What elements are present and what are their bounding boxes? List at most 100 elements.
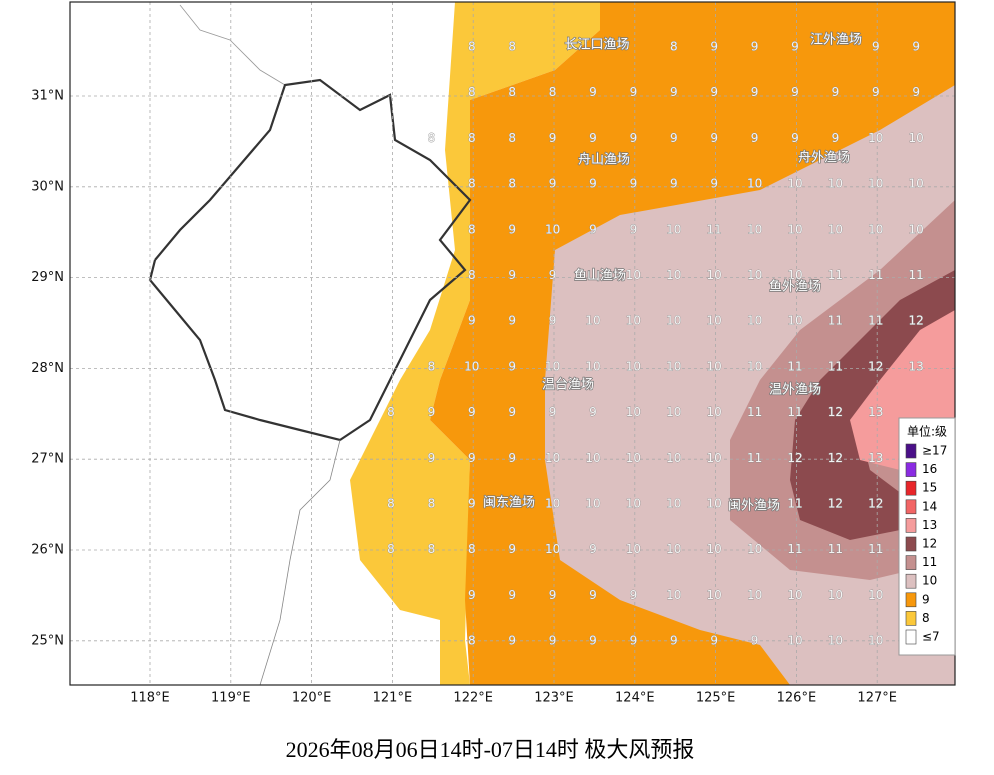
wind-value: 9	[589, 177, 597, 191]
wind-value: 10	[707, 588, 722, 602]
y-tick-label: 31°N	[31, 89, 64, 104]
wind-value: 10	[747, 177, 762, 191]
fishing-ground-label: 舟外渔场	[798, 151, 850, 166]
wind-value: 11	[787, 359, 802, 373]
wind-value: 9	[670, 177, 678, 191]
wind-value: 9	[791, 40, 799, 54]
wind-value: 9	[589, 85, 597, 99]
wind-value: 10	[585, 497, 600, 511]
wind-value: 10	[464, 359, 479, 373]
wind-value: 9	[710, 634, 718, 648]
wind-values: 8 8 8 9 9 9 9 9 8 8 8 9 9 9 9 9 9 9 9 9 8 8 8 9 9 9 9 9 9 9 9 10 10 8 8 9 9 9…	[387, 39, 924, 648]
wind-value: 9	[508, 542, 516, 556]
wind-value: 10	[545, 451, 560, 465]
wind-value: 8	[468, 634, 476, 648]
wind-value: 9	[710, 85, 718, 99]
wind-value: 11	[909, 268, 924, 282]
wind-value: 10	[626, 359, 641, 373]
x-tick-label: 119°E	[211, 691, 251, 706]
wind-value: 9	[549, 588, 557, 602]
wind-value: 10	[707, 405, 722, 419]
wind-value: 8	[508, 40, 516, 54]
wind-value: 10	[747, 268, 762, 282]
legend-label: 15	[922, 481, 937, 495]
legend-label: 14	[922, 499, 937, 513]
wind-value: 9	[872, 40, 880, 54]
legend: 单位:级 ≥17 16 15 14 13 12 11 10 9 8 ≤7	[898, 417, 956, 656]
wind-value: 8	[428, 542, 436, 556]
wind-value: 8	[387, 497, 395, 511]
legend-label: 13	[922, 518, 937, 532]
map-background	[70, 2, 955, 686]
legend-label: 16	[922, 462, 937, 476]
wind-value: 9	[508, 634, 516, 648]
wind-value: 9	[912, 85, 920, 99]
fishing-ground-label: 闽东渔场	[483, 496, 535, 511]
fishing-ground-label: 温外渔场	[769, 383, 821, 398]
wind-value: 9	[508, 314, 516, 328]
wind-value: 8	[508, 177, 516, 191]
legend-swatch	[905, 462, 917, 477]
wind-value: 10	[666, 268, 681, 282]
wind-value: 9	[630, 634, 638, 648]
wind-value: 9	[549, 405, 557, 419]
wind-value: 12	[828, 497, 843, 511]
legend-label: 11	[922, 555, 937, 569]
wind-value: 9	[791, 85, 799, 99]
fishing-ground-label: 温台渔场	[542, 378, 594, 393]
wind-value: 10	[787, 314, 802, 328]
wind-value: 10	[666, 314, 681, 328]
wind-value: 9	[751, 85, 759, 99]
map-frame	[69, 1, 956, 686]
wind-value: 9	[468, 588, 476, 602]
y-tick-label: 28°N	[31, 361, 64, 376]
map-title: 2026年08月06日14时-07日14时 极大风预报	[286, 737, 695, 762]
wind-value: 8	[387, 405, 395, 419]
wind-value: 9	[508, 405, 516, 419]
wind-value: 11	[787, 405, 802, 419]
legend-title: 单位:级	[907, 424, 947, 439]
wind-value: 10	[828, 634, 843, 648]
wind-value: 9	[589, 405, 597, 419]
legend-swatch	[905, 480, 917, 496]
legend-label: 12	[922, 537, 937, 551]
wind-value: 10	[787, 268, 802, 282]
wind-value: 9	[589, 588, 597, 602]
wind-value: 11	[828, 268, 843, 282]
x-tick-label: 124°E	[615, 691, 655, 706]
wind-value: 8	[428, 131, 436, 145]
y-tick-label: 26°N	[31, 543, 64, 558]
wind-value: 9	[710, 40, 718, 54]
x-tick-label: 125°E	[696, 691, 736, 706]
wind-value: 8	[468, 131, 476, 145]
wind-value: 13	[909, 359, 924, 373]
wind-value: 11	[787, 542, 802, 556]
legend-label: ≤7	[922, 630, 940, 644]
wind-value: 11	[747, 405, 762, 419]
wind-value: 11	[828, 542, 843, 556]
y-tick-label: 30°N	[31, 179, 64, 194]
wind-value: 9	[670, 131, 678, 145]
wind-value: 10	[828, 222, 843, 236]
wind-value: 12	[828, 405, 843, 419]
wind-value: 8	[468, 177, 476, 191]
legend-swatch	[905, 555, 917, 570]
fishing-ground-label: 江外渔场	[810, 33, 862, 48]
fishing-ground-label: 鱼山渔场	[574, 268, 626, 284]
wind-value: 10	[747, 542, 762, 556]
wind-value: 10	[868, 177, 883, 191]
wind-value: 8	[468, 85, 476, 99]
wind-value: 9	[670, 85, 678, 99]
wind-value: 10	[868, 222, 883, 236]
wind-value: 10	[747, 222, 762, 236]
wind-value: 10	[666, 222, 681, 236]
legend-swatch	[905, 518, 917, 533]
wind-value: 9	[912, 40, 920, 54]
wind-value: 11	[828, 314, 843, 328]
wind-value: 8	[468, 542, 476, 556]
wind-value: 10	[626, 451, 641, 465]
wind-value: 9	[549, 634, 557, 648]
wind-value: 11	[868, 268, 883, 282]
wind-value: 9	[508, 222, 516, 236]
wind-value: 8	[549, 85, 557, 99]
